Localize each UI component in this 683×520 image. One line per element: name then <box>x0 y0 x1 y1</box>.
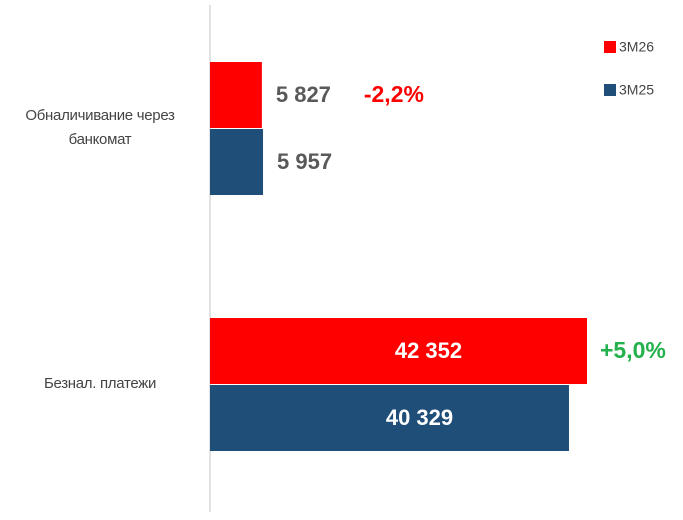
value-label: 40 329 <box>386 405 453 430</box>
value-label: 5 827 <box>276 82 331 107</box>
bar <box>210 318 587 384</box>
bar <box>210 385 569 451</box>
category-label: Обналичивание через банкомат <box>25 107 175 148</box>
value-label: 5 957 <box>277 149 332 174</box>
annotation: -2,2% <box>364 81 424 107</box>
legend-label: 3M26 <box>619 39 654 55</box>
bar <box>210 129 264 195</box>
annotation: +5,0% <box>600 337 666 363</box>
value-label: 42 352 <box>395 338 462 363</box>
legend-label: 3M25 <box>619 82 654 98</box>
bar <box>210 62 262 128</box>
legend-swatch <box>604 41 616 53</box>
category-label: Безнал. платежи <box>43 375 157 392</box>
legend-swatch <box>604 84 616 96</box>
